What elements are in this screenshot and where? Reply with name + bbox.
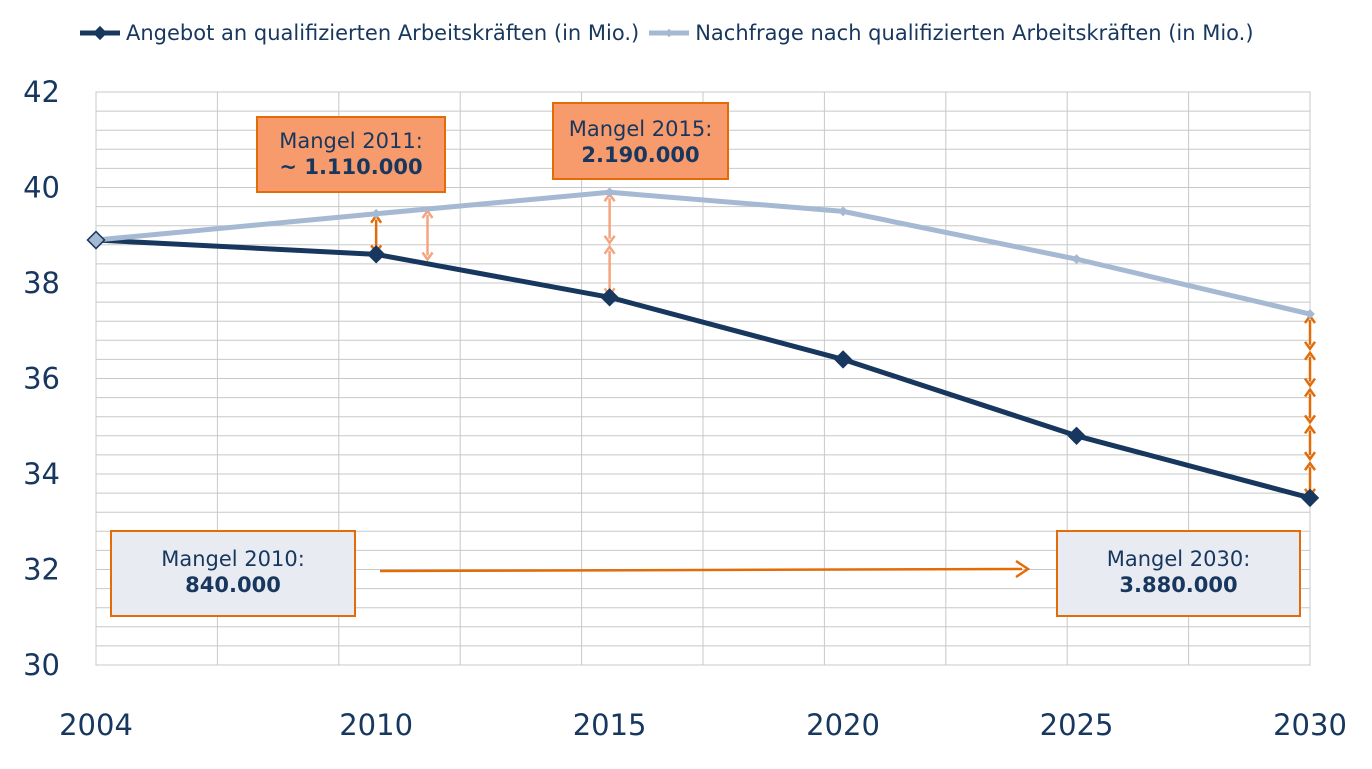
trend-arrow-line [379, 567, 1023, 573]
callout-mangel-2030: Mangel 2030: 3.880.000 [1056, 530, 1301, 617]
series-line-nachfrage [95, 189, 1311, 317]
y-tick-label: 38 [23, 266, 60, 300]
legend-item-angebot: Angebot an qualifizierten Arbeitskräften… [78, 18, 639, 48]
data-point-nachfrage [604, 187, 615, 198]
data-point-angebot [1300, 488, 1320, 508]
legend-label-nachfrage: Nachfrage nach qualifizierten Arbeitskrä… [695, 21, 1254, 45]
gap-arrow-2011-head-bottom [421, 251, 434, 262]
legend-swatch-nachfrage [647, 18, 691, 48]
callout-mangel-2011-label: Mangel 2011: [279, 129, 423, 153]
gap-arrow-2030-2-head-top [1303, 350, 1317, 361]
callout-mangel-2030-label: Mangel 2030: [1106, 547, 1251, 571]
data-point-nachfrage [838, 206, 849, 217]
x-tick-label: 2010 [339, 708, 413, 742]
y-tick-label: 42 [23, 75, 60, 109]
legend-item-nachfrage: Nachfrage nach qualifizierten Arbeitskrä… [647, 18, 1254, 48]
callout-mangel-2010-label: Mangel 2010: [161, 547, 305, 571]
data-point-angebot [1067, 426, 1086, 445]
data-point-nachfrage [371, 208, 382, 219]
y-tick-label: 34 [23, 457, 60, 491]
callout-mangel-2015-label: Mangel 2015: [568, 117, 713, 141]
data-point-angebot [600, 288, 619, 307]
gap-arrow-2030-5-head-top [1303, 460, 1317, 471]
legend-label-angebot: Angebot an qualifizierten Arbeitskräften… [126, 21, 640, 45]
callout-mangel-2015-value: 2.190.000 [581, 143, 700, 167]
data-point-angebot [833, 350, 853, 369]
gap-arrow-2030-2-head-bottom [1303, 377, 1317, 388]
x-tick-label: 2020 [806, 708, 880, 742]
data-point-start [86, 230, 106, 250]
x-tick-label: 2025 [1040, 708, 1114, 742]
data-point-nachfrage [1305, 309, 1315, 319]
callout-mangel-2015: Mangel 2015: 2.190.000 [552, 102, 729, 180]
gap-arrow-2030-3-head-bottom [1303, 414, 1317, 425]
legend: Angebot an qualifizierten Arbeitskräften… [78, 18, 1254, 48]
legend-swatch-angebot [78, 18, 122, 48]
y-tick-label: 40 [23, 171, 60, 205]
callout-mangel-2011-value: ~ 1.110.000 [279, 155, 423, 179]
y-tick-label: 30 [23, 648, 60, 682]
y-tick-label: 32 [23, 553, 60, 587]
x-tick-label: 2030 [1273, 708, 1347, 742]
data-point-angebot [366, 245, 386, 264]
trend-arrow-head [1015, 559, 1031, 579]
gap-arrow-2030-4-head-top [1303, 424, 1317, 435]
callout-mangel-2010-value: 840.000 [185, 573, 281, 597]
gap-arrow-2030-3-head-top [1303, 387, 1317, 398]
x-tick-label: 2015 [573, 708, 647, 742]
gap-arrow-2015-lower-head-top [603, 244, 616, 255]
series-line-angebot [95, 237, 1311, 501]
callout-mangel-2030-value: 3.880.000 [1119, 573, 1238, 597]
callout-mangel-2011: Mangel 2011: ~ 1.110.000 [256, 116, 446, 193]
x-tick-label: 2004 [59, 708, 133, 742]
gap-arrow-2015-upper-head-bottom [603, 235, 616, 245]
gap-arrow-2030-1-head-bottom [1303, 341, 1317, 351]
callout-mangel-2010: Mangel 2010: 840.000 [110, 530, 356, 617]
y-tick-label: 36 [23, 362, 60, 396]
data-point-nachfrage [1071, 254, 1082, 265]
gap-arrow-2030-4-head-bottom [1303, 451, 1317, 462]
